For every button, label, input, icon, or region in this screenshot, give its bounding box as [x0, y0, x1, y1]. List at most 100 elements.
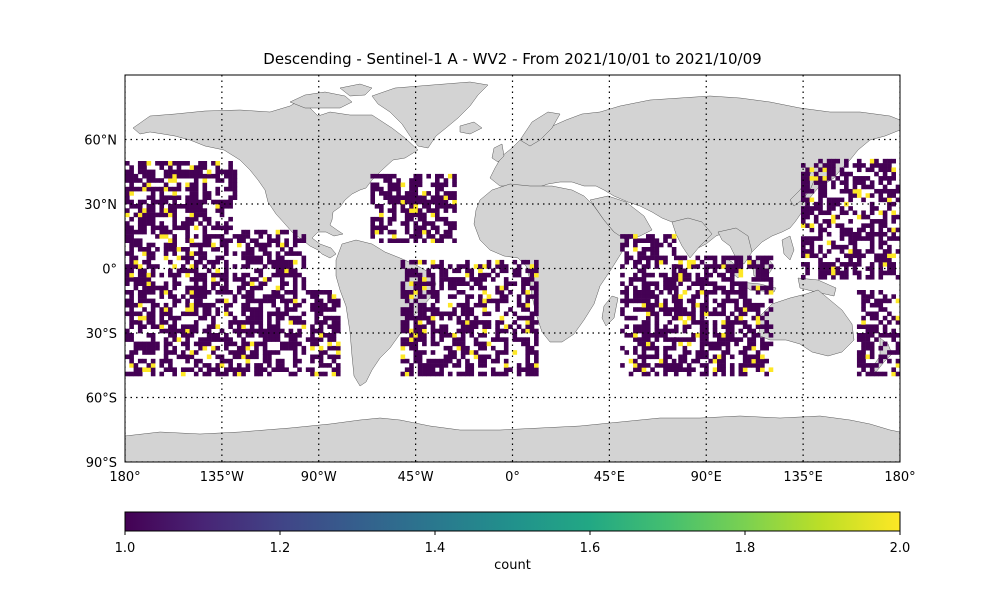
count-cell [206, 234, 212, 239]
count-cell [882, 341, 888, 347]
count-cell [521, 302, 526, 308]
count-cell [422, 294, 427, 299]
count-cell [400, 259, 406, 265]
count-cell [637, 324, 642, 329]
count-cell [172, 298, 177, 304]
count-cell [534, 311, 539, 317]
count-cell [435, 290, 440, 295]
count-cell [206, 333, 212, 338]
count-cell [805, 214, 810, 220]
count-cell [335, 341, 341, 347]
count-cell [185, 195, 190, 200]
count-cell [654, 302, 660, 308]
count-cell [529, 320, 535, 325]
count-cell [861, 210, 866, 216]
count-cell [874, 324, 879, 329]
count-cell [409, 212, 414, 218]
count-cell [280, 328, 285, 334]
count-cell [826, 206, 832, 211]
count-cell [861, 290, 866, 295]
count-cell [708, 255, 714, 261]
count-cell [628, 255, 634, 261]
count-cell [878, 302, 884, 308]
count-cell [211, 225, 216, 231]
count-cell [430, 302, 436, 308]
count-cell [150, 285, 156, 291]
count-cell [137, 208, 143, 213]
count-cell [800, 240, 806, 246]
count-cell [163, 285, 169, 291]
count-cell [198, 173, 203, 179]
count-cell [215, 199, 221, 205]
count-cell [125, 302, 130, 308]
count-cell [417, 294, 423, 299]
count-cell [729, 333, 735, 338]
count-cell [219, 234, 225, 239]
count-cell [391, 234, 397, 239]
arabia-land [589, 195, 653, 241]
count-cell [637, 294, 642, 299]
count-cell [482, 272, 487, 278]
count-cell [288, 298, 294, 304]
count-cell [168, 247, 173, 252]
count-cell [396, 191, 401, 196]
count-cell [275, 324, 281, 329]
count-cell [460, 345, 466, 351]
count-cell [426, 173, 431, 179]
count-cell [682, 255, 688, 261]
count-cell [211, 173, 216, 179]
count-cell [641, 290, 647, 295]
count-cell [206, 259, 212, 265]
count-cell [206, 337, 212, 342]
count-cell [189, 242, 195, 248]
count-cell [254, 242, 259, 248]
count-cell [641, 350, 647, 355]
count-cell [284, 242, 289, 248]
count-cell [202, 234, 208, 239]
count-cell [465, 315, 470, 321]
count-cell [163, 195, 169, 200]
count-cell [435, 264, 440, 269]
count-cell [869, 290, 875, 295]
count-cell [146, 290, 152, 295]
count-cell [323, 363, 328, 368]
count-cell [404, 294, 410, 299]
count-cell [852, 231, 858, 237]
count-cell [417, 229, 423, 235]
count-cell [133, 371, 139, 377]
count-cell [249, 328, 255, 334]
count-cell [717, 311, 722, 317]
count-cell [335, 363, 341, 368]
count-cell [439, 367, 444, 372]
count-cell [172, 324, 177, 329]
count-cell [409, 259, 414, 265]
count-cell [245, 354, 251, 360]
count-cell [404, 208, 410, 213]
count-cell [443, 234, 449, 239]
count-cell [678, 315, 683, 321]
count-cell [738, 320, 744, 325]
count-cell [865, 214, 871, 220]
count-cell [708, 264, 714, 269]
count-cell [852, 249, 858, 254]
count-cell [310, 345, 315, 351]
count-cell [755, 264, 761, 269]
count-cell [176, 337, 182, 342]
count-cell [198, 242, 203, 248]
count-cell [891, 371, 896, 377]
count-cell [654, 247, 660, 252]
count-cell [645, 320, 651, 325]
count-cell [189, 191, 195, 196]
count-cell [673, 371, 679, 377]
count-cell [280, 315, 285, 321]
count-cell [202, 178, 208, 183]
count-cell [495, 259, 500, 265]
count-cell [844, 262, 849, 267]
count-cell [663, 333, 668, 338]
count-cell [180, 354, 186, 360]
count-cell [465, 302, 470, 308]
count-cell [193, 251, 199, 256]
count-cell [159, 328, 165, 334]
count-cell [193, 169, 199, 175]
count-cell [848, 197, 853, 203]
